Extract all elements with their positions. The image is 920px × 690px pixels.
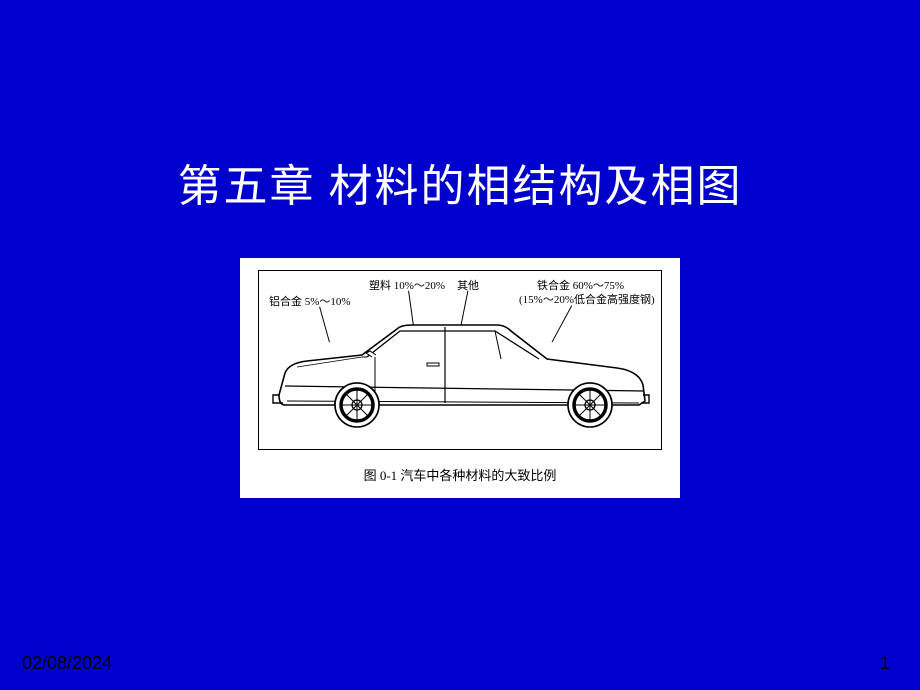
- footer-date: 02/08/2024: [22, 653, 112, 674]
- figure-caption: 图 0-1 汽车中各种材料的大致比例: [240, 465, 680, 484]
- label-other: 其他: [457, 279, 479, 293]
- label-iron-line1: 铁合金 60%～75%: [537, 279, 624, 293]
- car-diagram: [267, 313, 655, 443]
- slide-title: 第五章 材料的相结构及相图: [0, 150, 920, 214]
- label-plastic: 塑料 10%～20%: [369, 279, 445, 293]
- figure-inner-frame: 铝合金 5%～10% 塑料 10%～20% 其他 铁合金 60%～75% (15…: [258, 270, 662, 450]
- label-iron-line2: (15%～20%低合金高强度钢): [519, 293, 655, 307]
- figure-container: 铝合金 5%～10% 塑料 10%～20% 其他 铁合金 60%～75% (15…: [240, 258, 680, 498]
- label-aluminum: 铝合金 5%～10%: [269, 295, 351, 309]
- footer-page-number: 1: [880, 653, 890, 674]
